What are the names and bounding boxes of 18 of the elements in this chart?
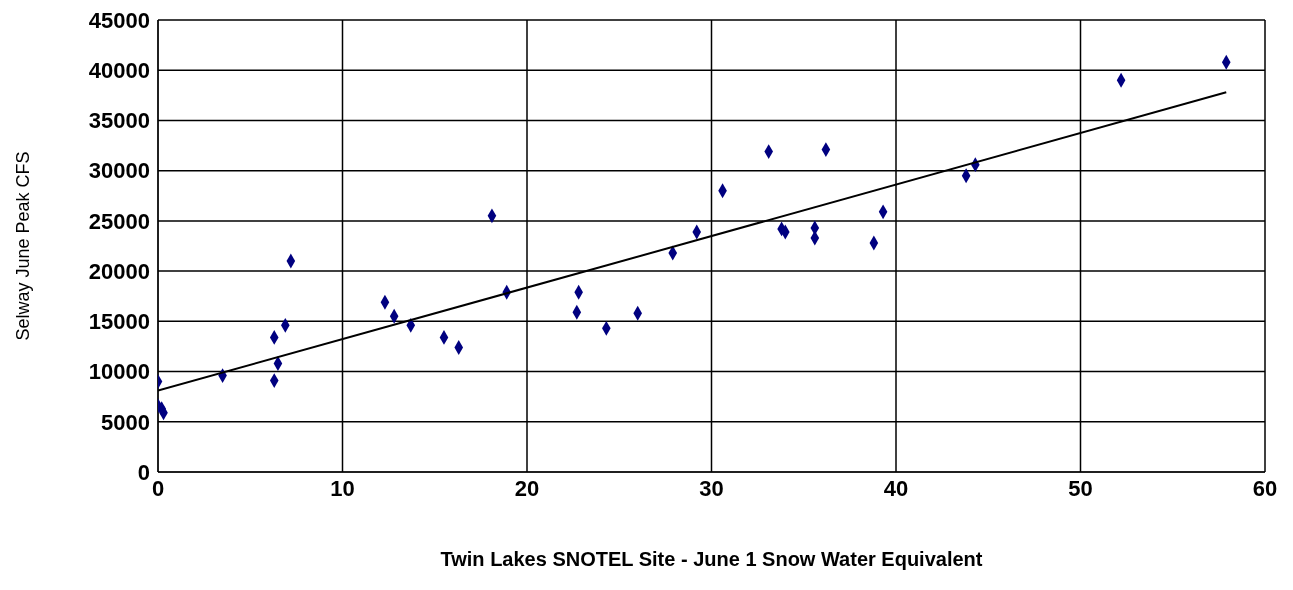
y-tick-label: 15000 (88, 309, 150, 335)
x-tick-label: 60 (1252, 475, 1278, 501)
y-tick-label: 5000 (101, 409, 150, 435)
y-tick-label: 30000 (88, 158, 150, 184)
y-tick-label: 35000 (88, 108, 150, 134)
x-tick-label: 30 (699, 475, 724, 501)
x-tick-label: 20 (514, 475, 540, 501)
x-tick-label: 10 (330, 475, 355, 501)
y-tick-label: 40000 (88, 58, 150, 84)
y-axis-title: Selway June Peak CFS (13, 151, 34, 341)
y-tick-label: 45000 (88, 7, 150, 33)
x-axis-title: Twin Lakes SNOTEL Site - June 1 Snow Water Equivalent (440, 548, 983, 571)
x-tick-label: 50 (1068, 475, 1093, 501)
x-tick-label: 40 (883, 475, 909, 501)
y-tick-label: 25000 (88, 208, 150, 234)
y-tick-label: 0 (137, 459, 150, 485)
y-tick-label: 20000 (88, 258, 150, 284)
y-tick-label: 10000 (88, 359, 150, 385)
